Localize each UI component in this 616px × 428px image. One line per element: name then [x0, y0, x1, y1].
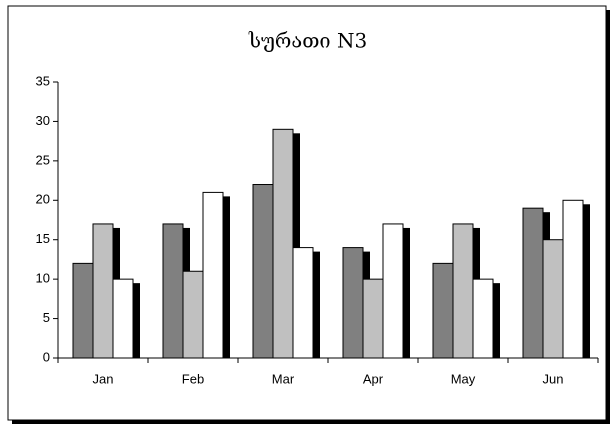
y-tick-label: 25	[36, 152, 50, 167]
x-tick-label: Jan	[93, 371, 114, 386]
bar	[542, 239, 564, 359]
bar	[182, 270, 204, 359]
chart-title: სურათი N3	[248, 29, 367, 53]
bar	[562, 199, 584, 359]
x-tick-label: Jun	[543, 371, 564, 386]
bar	[292, 247, 314, 359]
bar	[452, 223, 474, 359]
x-tick-label: May	[451, 371, 476, 386]
x-tick-label: Mar	[272, 371, 295, 386]
x-tick-label: Feb	[182, 371, 204, 386]
bar	[272, 128, 294, 359]
y-tick-label: 15	[36, 231, 50, 246]
bar	[72, 262, 94, 359]
bar	[432, 262, 454, 359]
bar	[362, 278, 384, 359]
x-tick-label: Apr	[363, 371, 384, 386]
bar	[92, 223, 114, 359]
y-tick-label: 5	[43, 310, 50, 325]
bar	[342, 247, 364, 359]
y-tick-label: 35	[36, 73, 50, 88]
bar	[522, 207, 544, 359]
bar	[472, 278, 494, 359]
y-tick-label: 30	[36, 113, 50, 128]
bar	[252, 184, 274, 359]
bar	[202, 191, 224, 359]
y-tick-label: 0	[43, 349, 50, 364]
y-tick-label: 10	[36, 271, 50, 286]
bar	[162, 223, 184, 359]
y-tick-label: 20	[36, 192, 50, 207]
bar	[382, 223, 404, 359]
bar	[112, 278, 134, 359]
